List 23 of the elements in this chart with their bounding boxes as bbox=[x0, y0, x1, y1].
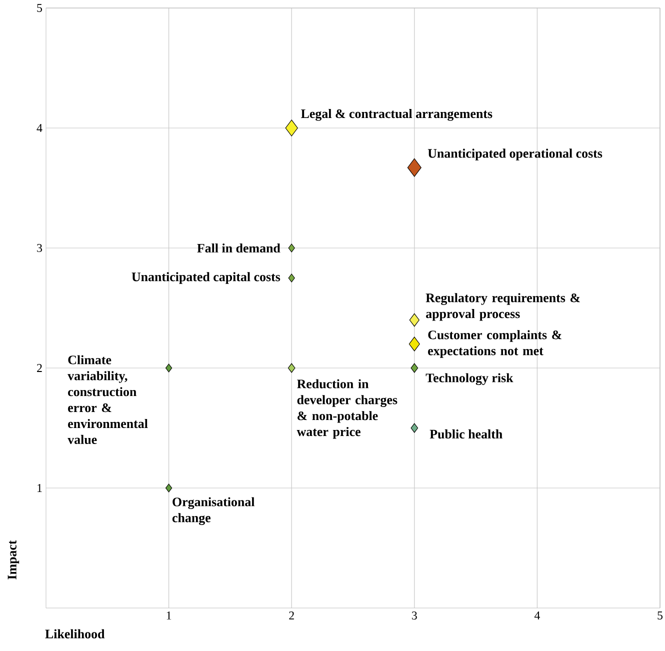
annotation: Climate variability, construction error & environmental value bbox=[68, 355, 148, 444]
annotation: Regulatory requirements & approval process bbox=[426, 293, 580, 321]
x-tick-label: 3 bbox=[412, 612, 417, 620]
y-tick-label: 2 bbox=[37, 364, 42, 372]
annotation: Public health bbox=[430, 429, 502, 439]
annotation: Customer complaints & expectations not met bbox=[428, 330, 562, 358]
annotation: Fall in demand bbox=[197, 243, 280, 253]
annotation: Organisational change bbox=[172, 497, 255, 525]
x-tick-label: 1 bbox=[166, 612, 172, 620]
y-tick-label: 4 bbox=[36, 124, 42, 132]
x-tick-label: 4 bbox=[534, 612, 540, 620]
annotation: Technology risk bbox=[426, 373, 514, 386]
annotation: Legal & contractual arrangements bbox=[301, 108, 492, 121]
annotation: Reduction in developer charges & non-potable water price bbox=[296, 379, 398, 439]
x-axis-title: Likelihood bbox=[45, 629, 105, 638]
y-tick-label: 1 bbox=[38, 484, 42, 492]
y-tick-label: 5 bbox=[37, 4, 42, 12]
y-tick-label: 3 bbox=[37, 244, 42, 252]
y-axis-title: Impact bbox=[8, 540, 20, 580]
annotation: Unanticipated operational costs bbox=[428, 148, 602, 160]
x-tick-label: 5 bbox=[658, 612, 663, 620]
x-tick-label: 2 bbox=[289, 612, 294, 620]
annotation: Unanticipated capital costs bbox=[132, 272, 280, 284]
